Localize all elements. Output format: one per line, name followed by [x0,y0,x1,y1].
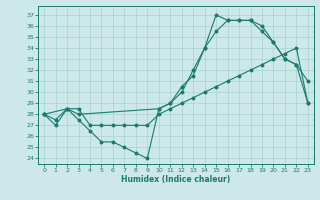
X-axis label: Humidex (Indice chaleur): Humidex (Indice chaleur) [121,175,231,184]
